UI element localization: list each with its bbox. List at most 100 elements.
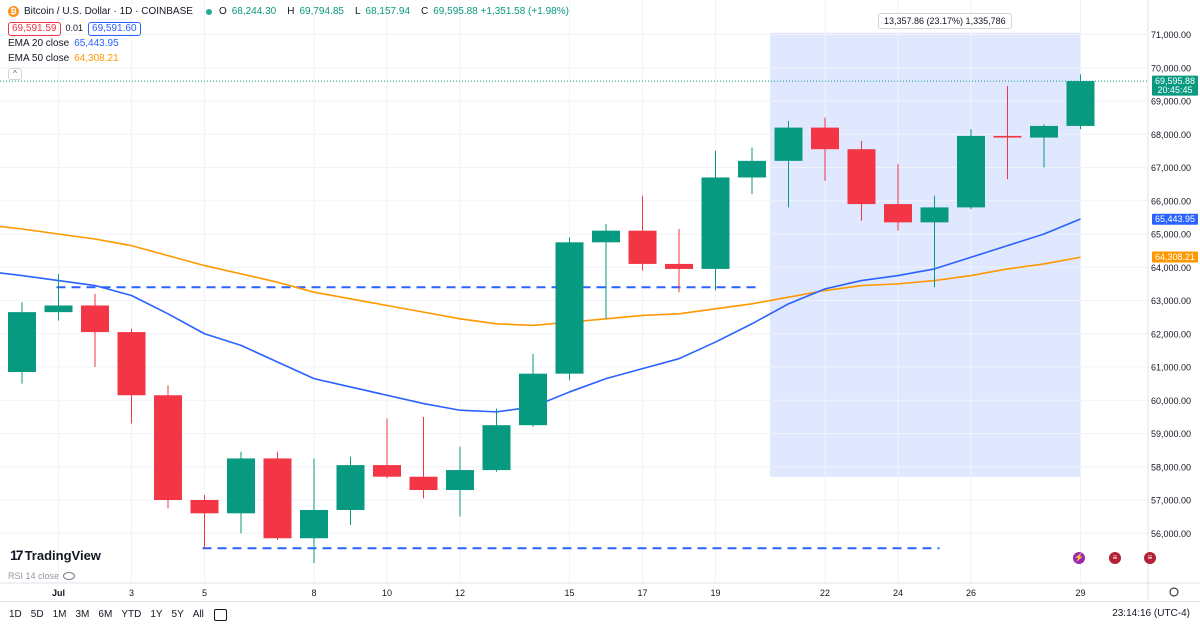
candle xyxy=(920,207,949,223)
candle xyxy=(8,312,36,372)
x-tick-label: 8 xyxy=(311,588,316,598)
price-chart[interactable]: 56,000.00 57,000.00 58,000.00 59,000.00 60,0… xyxy=(0,0,1200,600)
ema50-label: EMA 50 close xyxy=(8,53,70,64)
measure-label: 13,357.86 (23.17%) 1,335,786 xyxy=(878,13,1012,29)
x-tick-label: 3 xyxy=(129,588,134,598)
ohlc-open-value: 68,244.30 xyxy=(231,6,277,17)
tradingview-logo-icon: 17 xyxy=(10,547,24,563)
y-tick-label: 60,000.00 xyxy=(1151,396,1191,406)
candle xyxy=(811,127,839,150)
x-tick-label: 24 xyxy=(893,588,903,598)
chart-legend: ₿ Bitcoin / U.S. Dollar · 1D · COINBASE … xyxy=(8,4,575,81)
x-tick-label: 26 xyxy=(966,588,976,598)
candle xyxy=(446,470,474,491)
y-tick-label: 69,000.00 xyxy=(1151,97,1191,107)
ema20-label: EMA 20 close xyxy=(8,38,70,49)
y-tick-label: 57,000.00 xyxy=(1151,496,1191,506)
ohlc-low-value: 68,157.94 xyxy=(365,6,411,17)
x-tick-label: 29 xyxy=(1075,588,1085,598)
y-tick-label: 67,000.00 xyxy=(1151,163,1191,173)
timeframe-1m[interactable]: 1M xyxy=(52,609,67,620)
ohlc-close-value: 69,595.88 +1,351.58 (+1.98%) xyxy=(433,6,569,17)
ema50-row[interactable]: EMA 50 close 64,308.21 xyxy=(8,51,575,66)
ema50-tag: 64,308.21 xyxy=(1155,252,1195,262)
us-flag-icon[interactable]: ≡ xyxy=(1109,552,1121,564)
axis-settings-icon xyxy=(1169,587,1179,597)
candle xyxy=(1066,81,1095,126)
y-tick-label: 63,000.00 xyxy=(1151,296,1191,306)
buy-button[interactable]: 69,591.60 xyxy=(88,21,141,36)
rsi-pane-label[interactable]: RSI 14 close xyxy=(8,571,76,581)
candle xyxy=(519,373,547,426)
candle xyxy=(44,305,73,313)
last-price-tag-countdown: 20:45:45 xyxy=(1157,85,1192,95)
x-tick-label: 22 xyxy=(820,588,830,598)
us-flag-icon-2[interactable]: ≡ xyxy=(1144,552,1156,564)
y-tick-label: 61,000.00 xyxy=(1151,363,1191,373)
timeframe-5y[interactable]: 5Y xyxy=(171,609,184,620)
ema50-tag-bg xyxy=(1152,251,1198,263)
eye-icon[interactable] xyxy=(63,572,76,580)
candle xyxy=(117,332,146,396)
timeframe-1d[interactable]: 1D xyxy=(9,609,22,620)
clock[interactable]: 23:14:16 (UTC-4) xyxy=(1112,608,1190,619)
candle xyxy=(263,458,292,539)
ohlc-close-key: C xyxy=(421,6,429,17)
lightning-icon[interactable]: ⚡ xyxy=(1073,552,1085,564)
ema20-tag: 65,443.95 xyxy=(1155,214,1195,224)
ohlc-high-key: H xyxy=(287,6,295,17)
candle xyxy=(957,135,985,208)
bottom-toolbar: 1D 5D 1M 3M 6M YTD 1Y 5Y All 23:14:16 (U… xyxy=(0,601,1200,627)
x-tick-label: 5 xyxy=(202,588,207,598)
x-tick-label: 17 xyxy=(637,588,647,598)
candle xyxy=(336,465,365,510)
candle xyxy=(227,458,255,514)
candle xyxy=(154,395,182,500)
candle xyxy=(482,425,511,471)
calendar-icon[interactable] xyxy=(213,608,227,621)
collapse-legend-button[interactable]: ^ xyxy=(8,67,22,80)
rsi-label-text: RSI 14 close xyxy=(8,571,60,581)
candle xyxy=(847,149,876,205)
last-price-tag: 69,595.88 xyxy=(1155,76,1195,86)
tradingview-logo-text: TradingView xyxy=(24,547,101,563)
ema20-value: 65,443.95 xyxy=(74,38,119,49)
candle xyxy=(774,127,803,161)
y-tick-label: 68,000.00 xyxy=(1151,130,1191,140)
timeframe-3m[interactable]: 3M xyxy=(75,609,90,620)
candle xyxy=(993,135,1022,138)
sell-button[interactable]: 69,591.59 xyxy=(8,21,61,36)
y-tick-label: 58,000.00 xyxy=(1151,462,1191,472)
candle xyxy=(628,230,657,264)
y-tick-label: 65,000.00 xyxy=(1151,230,1191,240)
ohlc-low-key: L xyxy=(354,6,361,17)
spread-value: 0.01 xyxy=(65,23,84,33)
timeframe-ytd[interactable]: YTD xyxy=(121,609,142,620)
ema50-value: 64,308.21 xyxy=(74,53,119,64)
trade-row: 69,591.59 0.01 69,591.60 xyxy=(8,21,575,36)
timeframe-6m[interactable]: 6M xyxy=(98,609,113,620)
y-tick-label: 64,000.00 xyxy=(1151,263,1191,273)
candle xyxy=(555,242,584,374)
x-tick-label: 12 xyxy=(455,588,465,598)
symbol-title[interactable]: Bitcoin / U.S. Dollar · 1D · COINBASE xyxy=(24,6,193,17)
ohlc-open-key: O xyxy=(218,6,227,17)
timeframe-5d[interactable]: 5D xyxy=(30,609,44,620)
y-tick-label: 71,000.00 xyxy=(1151,30,1191,40)
candle xyxy=(665,263,693,269)
candle xyxy=(409,476,438,491)
ema20-tag-bg xyxy=(1152,213,1198,225)
collapse-row: ^ xyxy=(8,66,575,81)
last-price-tag-bg xyxy=(1152,75,1198,96)
market-status-icon xyxy=(205,8,212,15)
tradingview-logo[interactable]: 17 TradingView xyxy=(10,547,101,563)
x-tick-label: 15 xyxy=(564,588,574,598)
x-tick-label: 19 xyxy=(710,588,720,598)
bitcoin-icon: ₿ xyxy=(8,6,19,17)
candle xyxy=(1030,125,1058,138)
timeframe-all[interactable]: All xyxy=(192,609,204,620)
timeframe-1y[interactable]: 1Y xyxy=(150,609,163,620)
candle xyxy=(373,465,401,477)
candle xyxy=(738,160,766,178)
ema20-row[interactable]: EMA 20 close 65,443.95 xyxy=(8,36,575,51)
